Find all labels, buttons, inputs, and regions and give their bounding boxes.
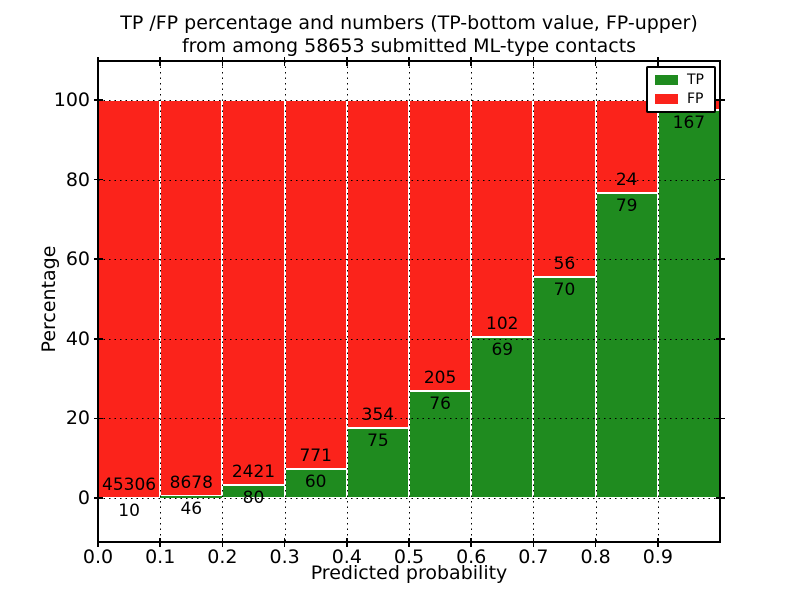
fp-count-label: 102 (486, 314, 519, 335)
legend-entry: FP (655, 91, 707, 107)
x-gridline (657, 61, 659, 542)
x-tick-label: 0.9 (642, 546, 673, 568)
chart-title: TP /FP percentage and numbers (TP-bottom… (98, 12, 720, 58)
tp-count-label: 46 (180, 498, 203, 519)
legend-entry: TP (655, 72, 707, 88)
y-tick-mark-left (93, 497, 103, 499)
fp-bar-segment (284, 100, 347, 470)
x-tick-label: 0.7 (518, 546, 549, 568)
fp-count-label: 56 (553, 253, 576, 274)
tp-bar-segment (657, 109, 720, 498)
y-tick-mark-left (93, 99, 103, 101)
tp-count-label: 10 (118, 500, 140, 521)
x-gridline (284, 61, 286, 542)
x-tick-label: 0.4 (331, 546, 362, 568)
x-axis-label: Predicted probability (310, 562, 508, 584)
fp-count-label: 771 (299, 446, 332, 467)
x-tick-label: 0.6 (456, 546, 487, 568)
y-tick-label: 40 (65, 327, 90, 350)
fp-count-label: 24 (615, 169, 638, 190)
chart-title-line1: TP /FP percentage and numbers (TP-bottom… (120, 12, 698, 34)
legend: TP FP (646, 66, 716, 113)
chart-title-line2: from among 58653 submitted ML-type conta… (181, 35, 637, 57)
x-tick-label: 0.1 (145, 546, 176, 568)
y-tick-mark-left (93, 338, 103, 340)
tp-bar-segment (160, 495, 223, 498)
x-gridline (346, 61, 348, 542)
x-gridline (533, 61, 535, 542)
y-tick-label: 0 (77, 487, 90, 509)
x-tick-label: 0.0 (82, 546, 114, 568)
y-tick-label: 100 (53, 89, 90, 111)
x-tick-label: 0.3 (269, 546, 300, 568)
x-tick-label: 0.5 (393, 546, 425, 568)
fp-bar-segment (346, 100, 409, 429)
y-axis-label: Percentage (38, 245, 60, 353)
fp-count-label: 354 (361, 405, 395, 426)
fp-bar-segment (533, 100, 596, 277)
legend-label: TP (687, 72, 704, 89)
x-tick-label: 0.8 (580, 546, 611, 568)
tp-bar-segment (595, 192, 658, 498)
x-gridline (471, 61, 473, 542)
fp-count-label: 205 (423, 367, 457, 388)
x-tick-label: 0.2 (207, 546, 238, 568)
y-tick-label: 60 (65, 248, 90, 271)
tp-count-label: 70 (553, 279, 576, 300)
y-tick-mark-right (715, 417, 725, 420)
fp-count-label: 45306 (102, 474, 157, 495)
x-gridline (595, 61, 597, 542)
y-tick-mark-left (93, 258, 103, 260)
fp-legend-swatch-icon (655, 93, 678, 104)
y-tick-mark-right (715, 258, 725, 260)
tp-bar-segment (533, 276, 596, 498)
x-gridline (222, 61, 224, 542)
y-tick-mark-left (93, 417, 103, 420)
fp-count-label: 2421 (231, 462, 276, 483)
tp-count-label: 69 (491, 340, 514, 361)
fp-bar-segment (160, 100, 223, 496)
fp-bar-segment (98, 100, 161, 498)
y-tick-mark-left (93, 178, 103, 181)
fp-bar-segment (409, 100, 472, 391)
y-tick-label: 80 (65, 168, 90, 191)
tp-bar-segment (346, 428, 409, 498)
tp-count-label: 79 (615, 195, 638, 216)
y-tick-mark-right (715, 338, 725, 340)
tp-count-label: 60 (304, 472, 327, 493)
fp-bar-segment (222, 100, 285, 486)
tp-count-label: 80 (242, 488, 265, 509)
y-tick-mark-right (715, 497, 725, 499)
fp-count-label: 8678 (169, 472, 213, 493)
tp-count-label: 75 (367, 431, 389, 452)
y-tick-label: 20 (65, 407, 90, 430)
legend-label: FP (687, 90, 704, 107)
tp-bar-segment (284, 469, 347, 498)
fp-bar-segment (471, 100, 534, 338)
y-tick-mark-right (715, 178, 725, 181)
tp-count-label: 76 (429, 393, 451, 414)
tp-count-label: 167 (672, 112, 706, 133)
x-gridline (160, 61, 162, 542)
x-gridline (409, 61, 410, 542)
tp-legend-swatch-icon (655, 75, 678, 86)
y-tick-mark-right (715, 99, 725, 101)
